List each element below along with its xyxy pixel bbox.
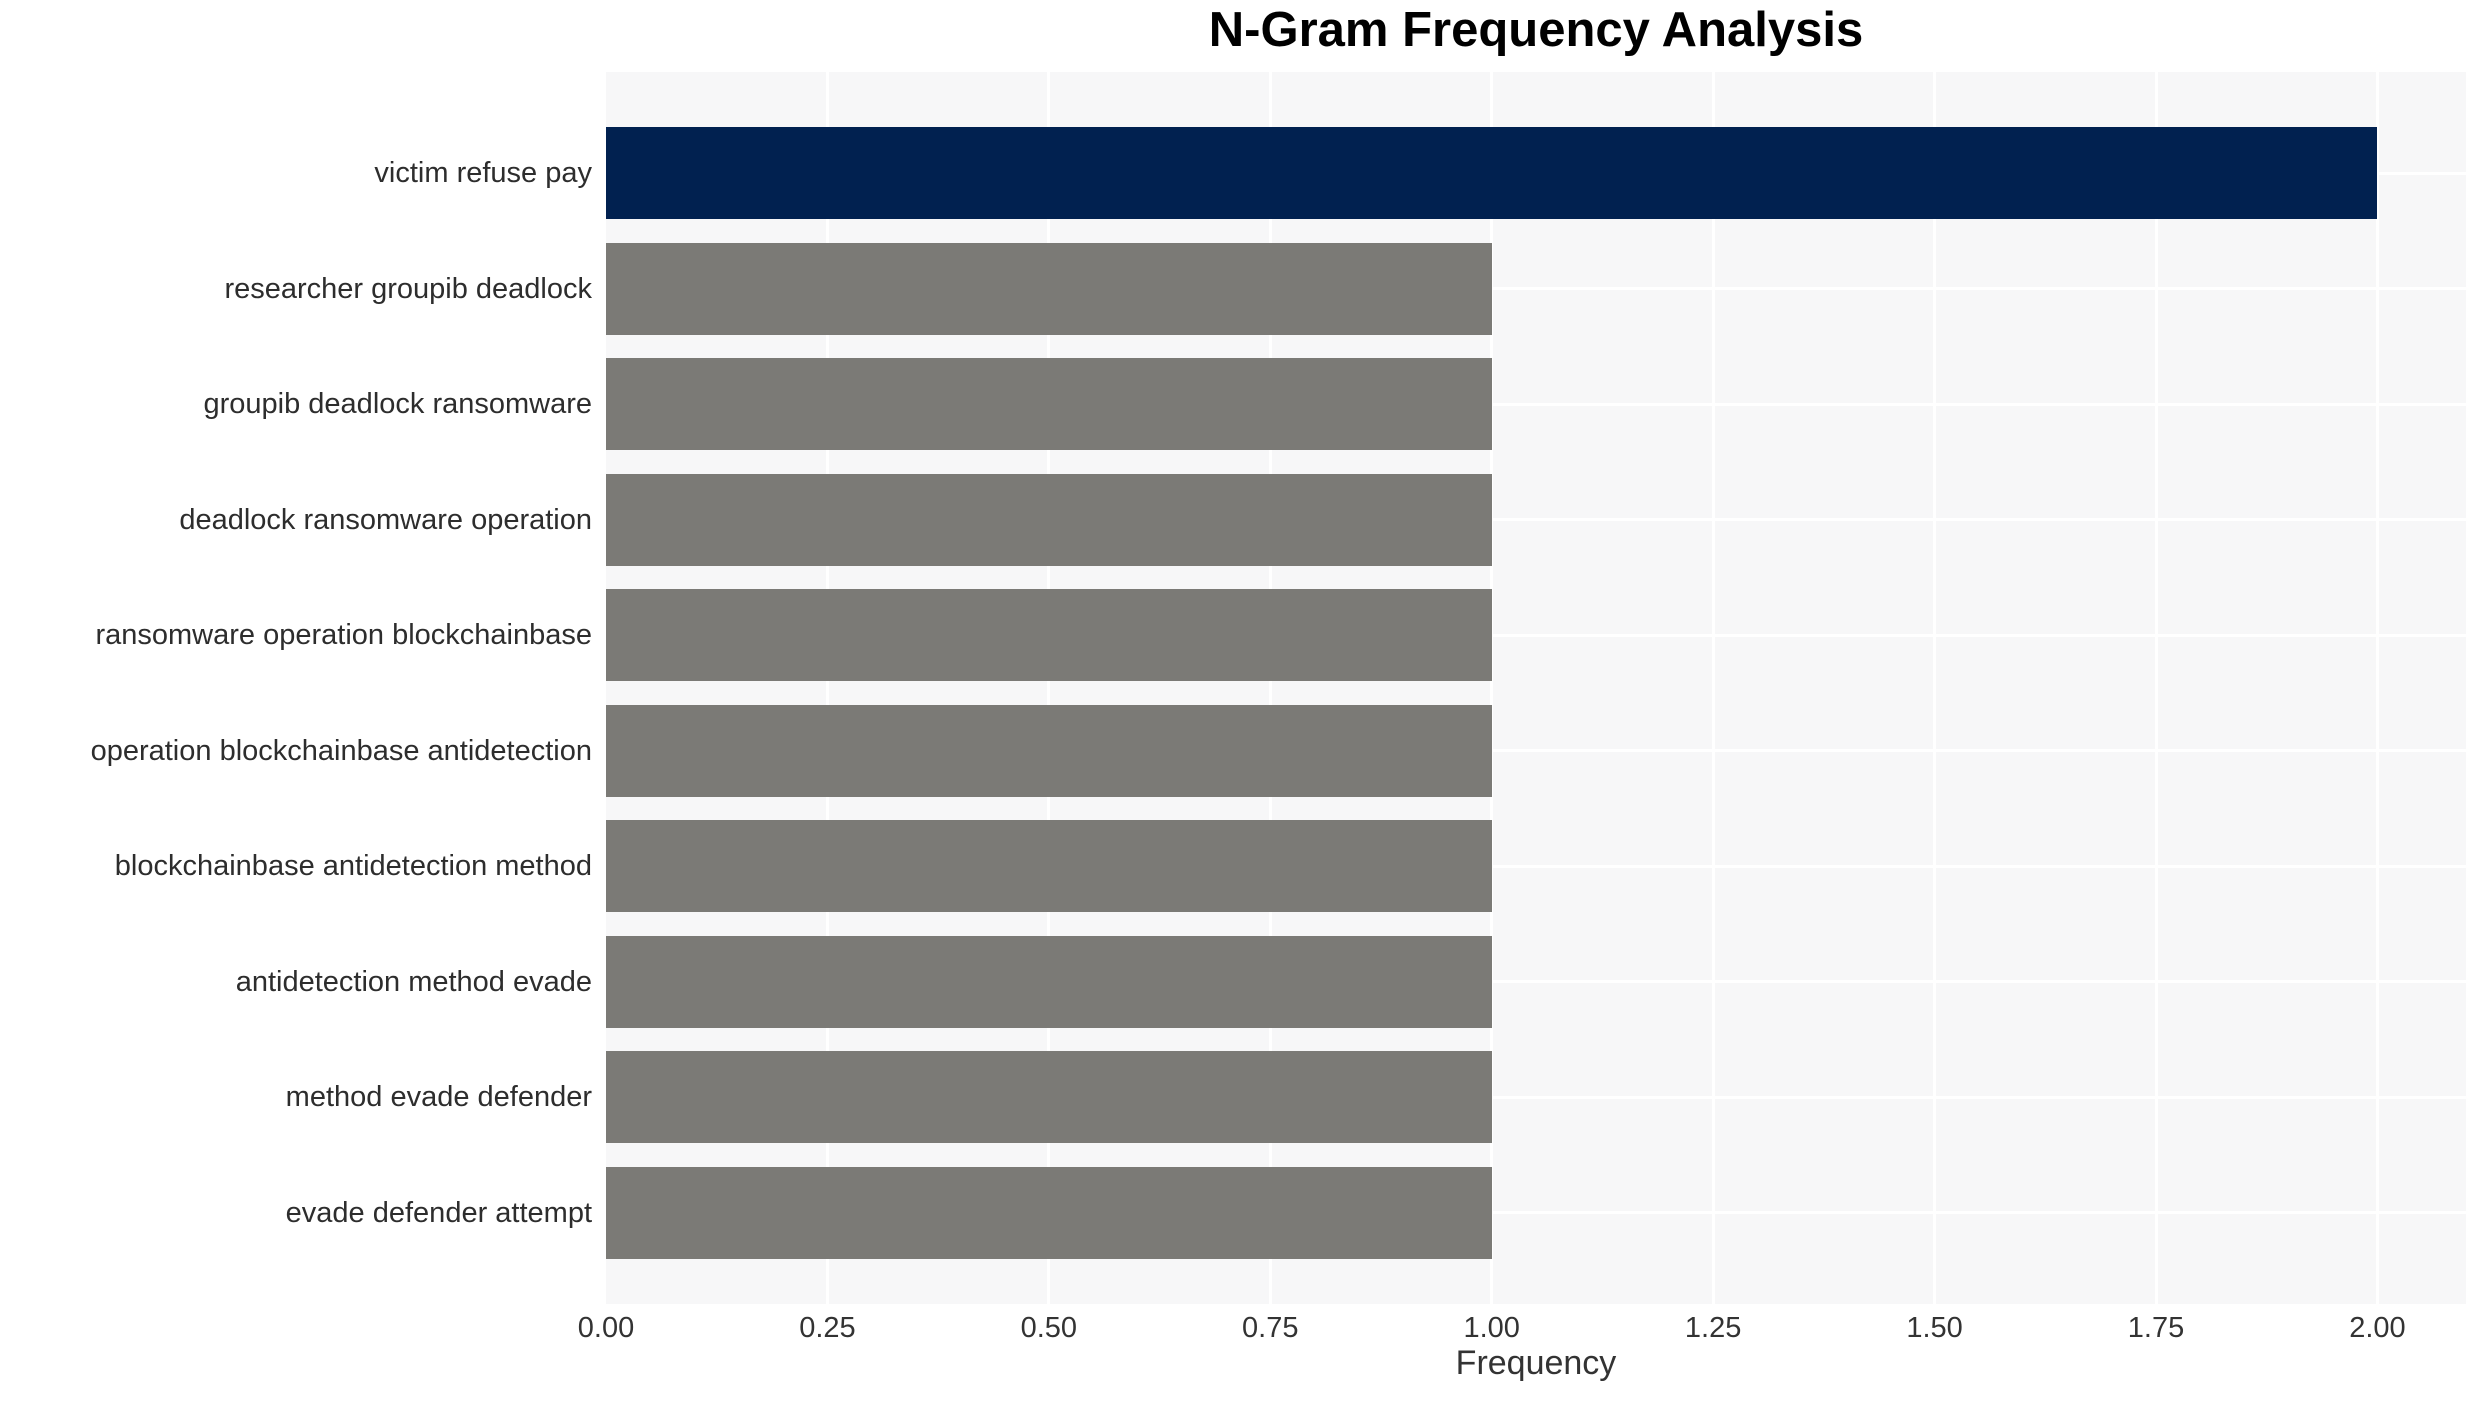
y-axis-labels: victim refuse pay researcher groupib dead… <box>0 72 592 1304</box>
bar <box>606 358 1492 450</box>
gridline-horizontal <box>606 1095 2466 1099</box>
x-tick-label: 1.25 <box>1684 1312 1742 1344</box>
y-axis-label: researcher groupib deadlock <box>224 272 592 305</box>
y-axis-label: method evade defender <box>285 1081 592 1113</box>
gridline-horizontal <box>606 518 2466 521</box>
x-tick-label: 0.50 <box>1020 1312 1078 1344</box>
gridline-vertical <box>1711 72 1715 1304</box>
gridline-vertical <box>825 72 829 1304</box>
bar <box>606 473 1492 566</box>
x-tick-label: 0.75 <box>1242 1312 1299 1344</box>
gridline-vertical <box>1933 72 1937 1304</box>
gridline-horizontal <box>606 1211 2466 1214</box>
gridline-horizontal <box>606 287 2466 290</box>
bar <box>606 1051 1492 1143</box>
y-axis-label: antidetection method evade <box>235 965 592 998</box>
bar <box>606 127 2378 219</box>
gridline-vertical <box>2375 72 2379 1304</box>
x-axis-ticks: 0.00 0.25 0.50 0.75 1.00 1.25 1.50 1.75 2.00 <box>578 1304 2466 1348</box>
y-axis-label: blockchainbase antidetection method <box>114 850 592 882</box>
bar <box>606 1166 1492 1259</box>
x-tick-label: 2.00 <box>2349 1312 2406 1344</box>
x-axis-title: Frequency <box>1455 1344 1617 1382</box>
x-tick-label: 1.75 <box>2127 1312 2185 1344</box>
x-tick-label: 1.00 <box>1463 1312 1520 1344</box>
gridline-vertical <box>2154 72 2158 1304</box>
y-axis-label: groupib deadlock ransomware <box>203 388 593 420</box>
gridline-vertical <box>1268 72 1272 1304</box>
y-axis-label: ransomware operation blockchainbase <box>95 619 592 651</box>
x-tick-label: 0.25 <box>799 1312 856 1344</box>
gridline-horizontal <box>606 749 2466 752</box>
gridline-horizontal <box>606 402 2466 406</box>
y-axis-label: evade defender attempt <box>285 1196 592 1229</box>
chart-title: N-Gram Frequency Analysis <box>1208 3 1864 57</box>
plot-area <box>606 72 2466 1304</box>
x-tick-label: 0.00 <box>577 1312 635 1344</box>
bar <box>606 704 1492 797</box>
gridline-horizontal <box>606 633 2466 637</box>
gridline-horizontal <box>606 864 2466 868</box>
gridline-vertical <box>1490 72 1494 1304</box>
bar <box>606 935 1492 1028</box>
gridline-vertical <box>1047 72 1051 1304</box>
gridline-horizontal <box>606 980 2466 983</box>
y-axis-label: deadlock ransomware operation <box>179 503 592 536</box>
x-tick-label: 1.50 <box>1906 1312 1963 1344</box>
y-axis-label: victim refuse pay <box>374 157 592 189</box>
y-axis-label: operation blockchainbase antidetection <box>90 734 592 767</box>
bar <box>606 820 1492 912</box>
bar <box>606 589 1492 681</box>
bar <box>606 242 1492 335</box>
